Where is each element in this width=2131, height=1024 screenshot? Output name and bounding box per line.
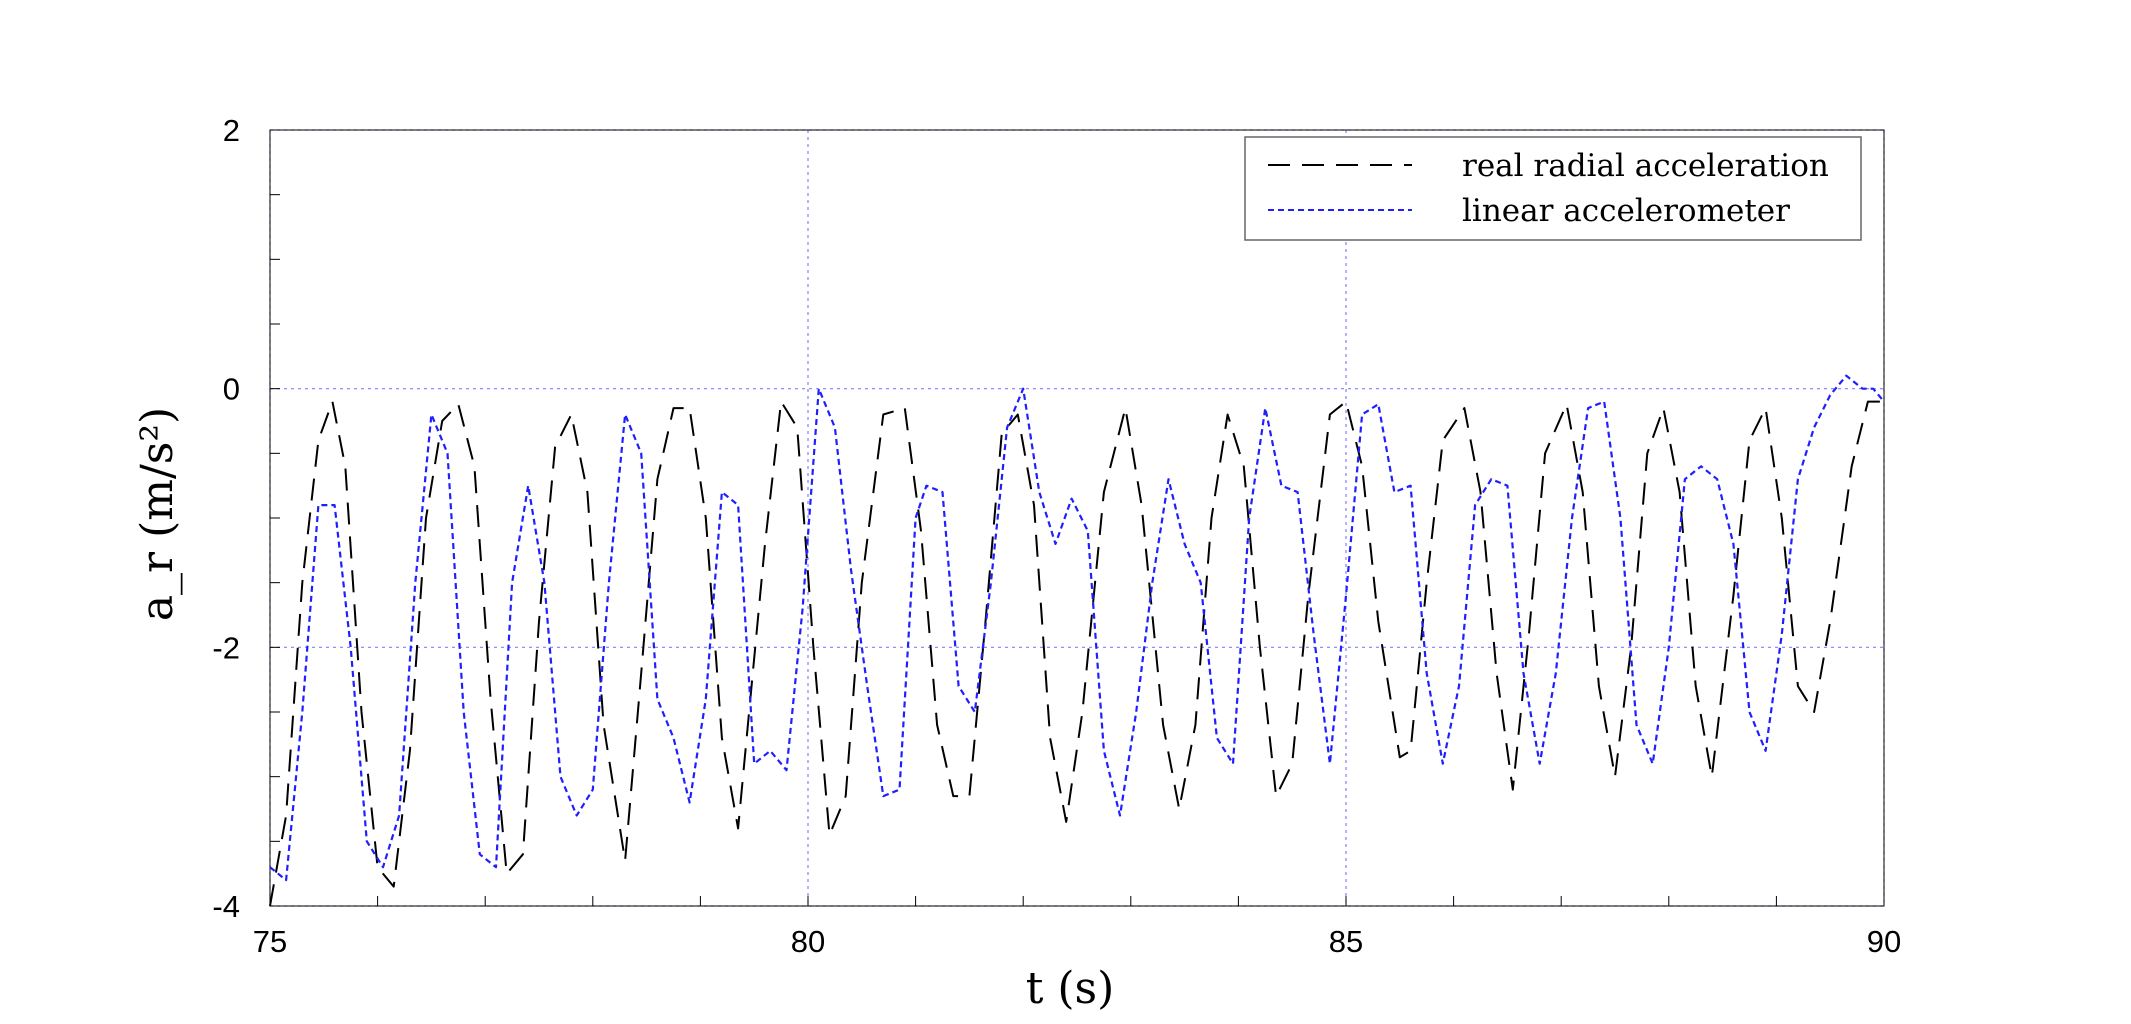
y-tick-label: -2 — [212, 630, 240, 665]
legend-box — [1244, 136, 1862, 241]
y-tick-label: 2 — [223, 113, 240, 148]
x-tick-label: 75 — [253, 924, 287, 959]
x-tick-label: 85 — [1329, 924, 1363, 959]
tick-labels: 75 80 85 90 -4 -2 0 2 — [212, 113, 1901, 959]
y-tick-label: -4 — [212, 889, 240, 924]
series-line-linear-accelerometer — [269, 374, 1885, 882]
y-tick-label: 0 — [223, 372, 240, 407]
legend-label-real-radial-acceleration: real radial acceleration — [1462, 148, 1829, 184]
legend-label-linear-accelerometer: linear accelerometer — [1462, 193, 1790, 229]
x-axis-title: t (s) — [1026, 963, 1115, 1014]
y-axis-title: a_r (m/s²) — [132, 407, 183, 621]
x-tick-label: 80 — [791, 924, 825, 959]
legend: real radial acceleration linear accelero… — [1244, 136, 1862, 241]
series-line-real-radial-acceleration — [269, 400, 1884, 907]
series-layer — [269, 374, 1885, 907]
x-tick-label: 90 — [1867, 924, 1901, 959]
